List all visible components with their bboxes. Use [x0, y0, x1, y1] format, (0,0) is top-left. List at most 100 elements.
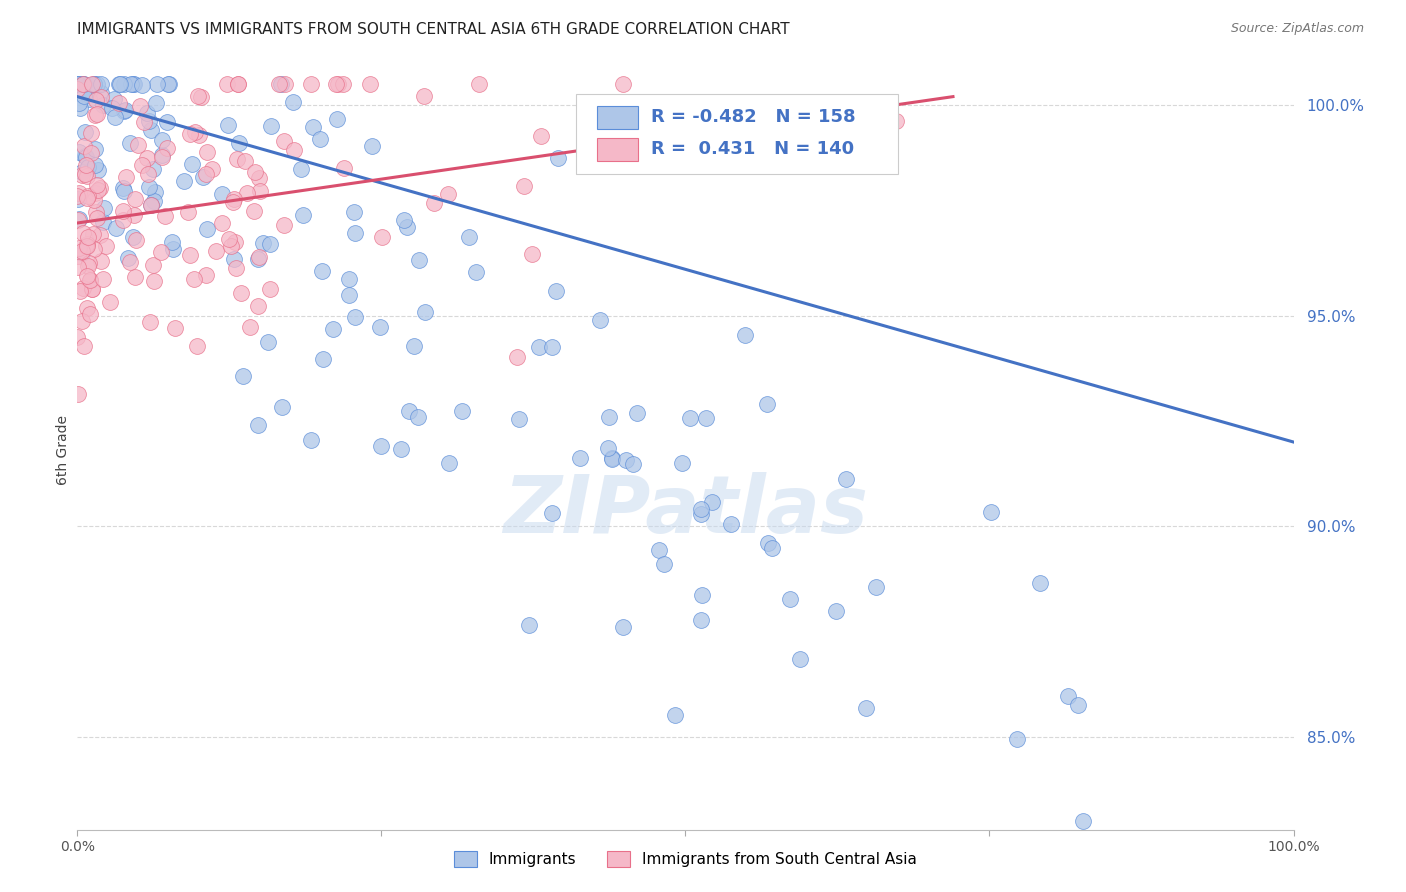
- Point: [402, 339, 425, 353]
- Point: [121, 230, 143, 244]
- Point: [67, 211, 90, 226]
- Point: [361, 138, 384, 153]
- Point: [150, 148, 173, 162]
- Point: [83, 142, 105, 156]
- Point: [86, 77, 108, 91]
- Point: [77, 230, 100, 244]
- Point: [90, 253, 112, 268]
- Point: [79, 273, 101, 287]
- Point: [413, 305, 436, 319]
- Point: [79, 83, 101, 97]
- Point: [100, 294, 122, 309]
- Point: [75, 157, 97, 171]
- Point: [1029, 576, 1052, 591]
- Point: [66, 77, 89, 91]
- Point: [408, 410, 430, 425]
- Point: [299, 433, 322, 447]
- Text: Source: ZipAtlas.com: Source: ZipAtlas.com: [1230, 22, 1364, 36]
- Point: [156, 115, 179, 129]
- Point: [789, 652, 811, 666]
- Point: [76, 301, 98, 316]
- Point: [621, 458, 644, 472]
- Point: [530, 128, 553, 143]
- Point: [89, 227, 111, 242]
- Point: [82, 227, 104, 241]
- Point: [391, 442, 413, 456]
- Point: [239, 320, 262, 334]
- Point: [225, 152, 247, 166]
- Point: [359, 77, 381, 91]
- Point: [93, 201, 115, 215]
- Point: [179, 248, 201, 262]
- Point: [671, 456, 693, 470]
- Point: [506, 350, 529, 364]
- Point: [648, 543, 671, 558]
- Point: [690, 613, 713, 627]
- Point: [122, 207, 145, 221]
- Point: [468, 77, 491, 91]
- Point: [66, 82, 89, 96]
- Point: [328, 77, 350, 91]
- Point: [219, 239, 242, 253]
- Point: [139, 315, 162, 329]
- Point: [246, 417, 269, 432]
- Point: [450, 404, 472, 418]
- Point: [114, 103, 136, 118]
- Point: [77, 160, 100, 174]
- Point: [91, 271, 114, 285]
- Point: [67, 77, 90, 91]
- Point: [246, 299, 269, 313]
- Point: [695, 410, 717, 425]
- Point: [273, 218, 295, 232]
- Point: [779, 592, 801, 607]
- Point: [73, 138, 96, 153]
- Point: [325, 77, 347, 91]
- Point: [257, 334, 280, 349]
- Point: [689, 507, 711, 521]
- Point: [83, 194, 105, 208]
- Point: [865, 580, 887, 594]
- Point: [243, 165, 266, 179]
- Point: [247, 250, 270, 264]
- Point: [135, 106, 157, 120]
- Point: [73, 77, 96, 91]
- Point: [855, 701, 877, 715]
- Point: [370, 229, 392, 244]
- Legend: Immigrants, Immigrants from South Central Asia: Immigrants, Immigrants from South Centra…: [446, 844, 925, 875]
- Point: [225, 261, 247, 276]
- Point: [598, 409, 620, 424]
- Point: [513, 179, 536, 194]
- Point: [458, 230, 481, 244]
- Point: [66, 329, 89, 343]
- Point: [267, 77, 290, 91]
- Point: [80, 77, 103, 91]
- Point: [396, 220, 419, 235]
- Point: [1005, 731, 1028, 746]
- Point: [73, 167, 96, 181]
- Point: [215, 77, 238, 91]
- Point: [70, 314, 93, 328]
- Point: [756, 535, 779, 549]
- Point: [77, 189, 100, 203]
- Point: [508, 411, 530, 425]
- Point: [312, 351, 335, 366]
- Point: [70, 168, 93, 182]
- Point: [690, 588, 713, 602]
- Point: [70, 165, 93, 179]
- Point: [84, 93, 107, 107]
- Point: [179, 127, 201, 141]
- Point: [602, 138, 624, 153]
- Point: [83, 77, 105, 91]
- Text: R = -0.482   N = 158: R = -0.482 N = 158: [651, 108, 856, 126]
- Point: [112, 213, 135, 227]
- Point: [75, 239, 97, 253]
- Point: [589, 313, 612, 327]
- Point: [131, 159, 153, 173]
- Point: [72, 77, 94, 91]
- Point: [541, 506, 564, 520]
- Point: [67, 186, 90, 200]
- Point: [224, 235, 246, 249]
- Point: [236, 186, 259, 200]
- Point: [260, 120, 283, 134]
- Point: [222, 192, 245, 206]
